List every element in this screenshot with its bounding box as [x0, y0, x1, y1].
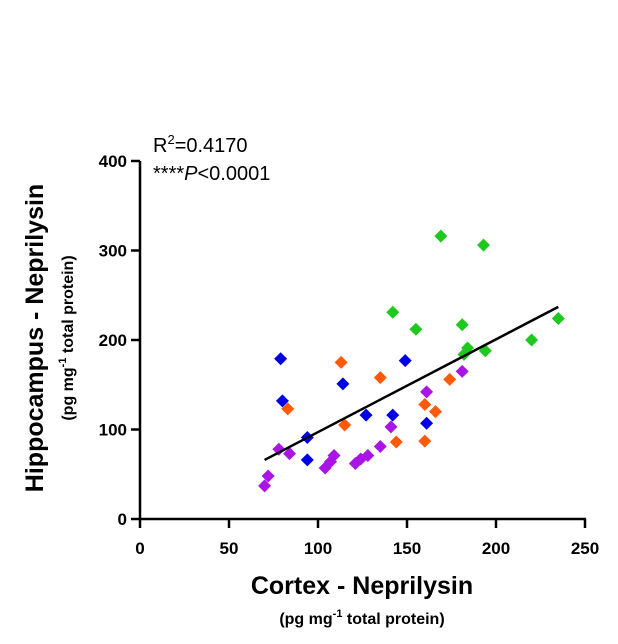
data-point [525, 333, 539, 347]
data-point [455, 318, 469, 332]
data-point [477, 238, 491, 252]
p-value-rest: <0.0001 [197, 163, 270, 185]
data-point [274, 352, 288, 366]
data-point [283, 447, 297, 461]
data-point [420, 385, 434, 399]
x-tick-label: 100 [304, 539, 332, 558]
data-point [258, 479, 272, 493]
y-axis-units: (pg mg-1 total protein) [57, 255, 77, 420]
data-point [443, 372, 457, 386]
x-units-pre: (pg mg [279, 611, 332, 628]
data-point [420, 416, 434, 430]
data-point [434, 229, 448, 243]
x-units-sup: -1 [333, 608, 343, 620]
axes: 0 50 100 150 200 250 0 100 200 300 400 [99, 152, 600, 558]
p-value-annotation: ****P<0.0001 [153, 163, 270, 185]
data-point [275, 394, 289, 408]
r-squared-value: =0.4170 [175, 135, 248, 157]
y-units-pre: (pg mg [60, 367, 77, 420]
r-squared-sup: 2 [167, 132, 174, 147]
data-point [373, 440, 387, 454]
data-point [389, 435, 403, 449]
y-units-sup: -1 [57, 358, 69, 368]
data-point [334, 355, 348, 369]
data-point [272, 442, 286, 456]
x-tick-label: 150 [393, 539, 421, 558]
p-value-stars: **** [153, 163, 184, 185]
data-point [384, 420, 398, 434]
data-point [361, 448, 375, 462]
x-axis-title: Cortex - Neprilysin [251, 572, 473, 600]
data-point [418, 397, 432, 411]
x-tick-label: 200 [482, 539, 510, 558]
y-tick-label: 200 [99, 331, 127, 350]
data-point [359, 408, 373, 422]
data-point [386, 408, 400, 422]
data-point [336, 377, 350, 391]
x-tick-label: 250 [571, 539, 599, 558]
y-axis-ticks: 0 100 200 300 400 [99, 152, 140, 529]
data-point [418, 434, 432, 448]
x-units-post: total protein) [342, 611, 444, 628]
x-tick-label: 0 [135, 539, 144, 558]
data-point [261, 469, 275, 483]
data-point [409, 322, 423, 336]
y-tick-label: 0 [118, 510, 127, 529]
x-tick-label: 50 [220, 539, 239, 558]
data-point [455, 364, 469, 378]
x-axis-ticks: 0 50 100 150 200 250 [135, 519, 599, 558]
data-point [338, 418, 352, 432]
data-point [281, 402, 295, 416]
y-tick-label: 400 [99, 152, 127, 171]
r-squared-annotation: R2=0.4170 [153, 132, 248, 157]
y-tick-label: 100 [99, 421, 127, 440]
y-tick-label: 300 [99, 242, 127, 261]
x-axis-units: (pg mg-1 total protein) [279, 608, 444, 628]
y-axis-title: Hippocampus - Neprilysin [21, 184, 49, 492]
r-squared-base: R [153, 135, 167, 157]
data-point [373, 371, 387, 385]
data-point [428, 405, 442, 419]
regression-line [264, 305, 559, 462]
data-point [386, 305, 400, 319]
data-point [327, 448, 341, 462]
y-units-post: total protein) [60, 255, 77, 357]
p-value-symbol: P [184, 163, 198, 185]
data-points [258, 229, 565, 493]
data-point [398, 354, 412, 368]
data-point [551, 312, 565, 326]
data-point [300, 453, 314, 467]
